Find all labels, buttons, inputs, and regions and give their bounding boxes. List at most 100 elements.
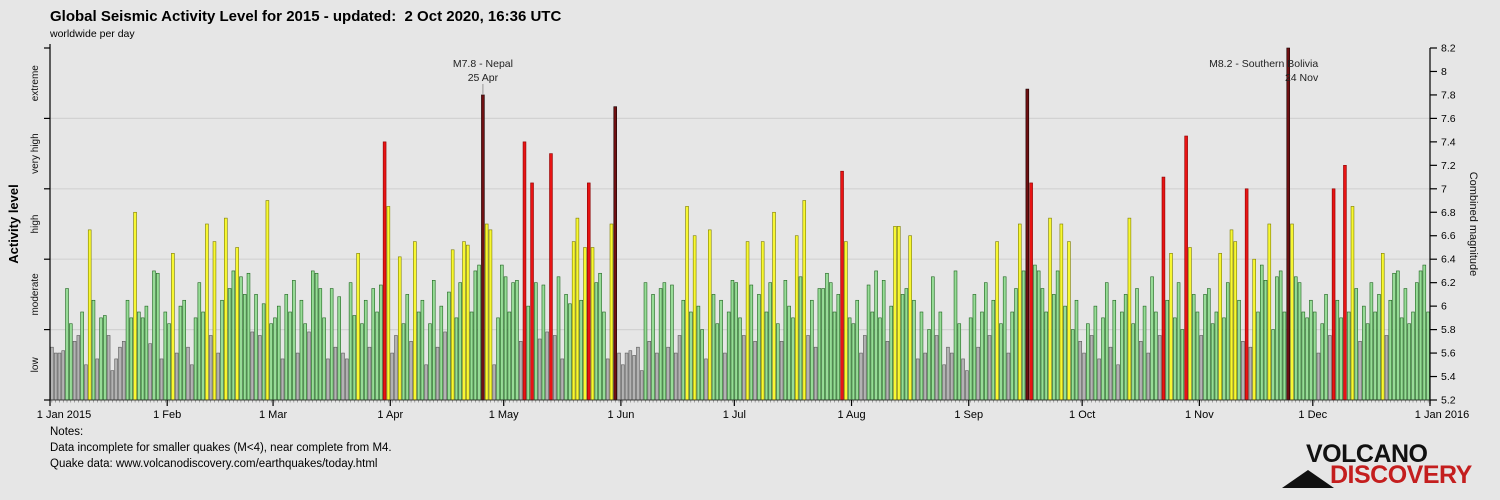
day-bar-very-high	[1161, 176, 1166, 401]
day-bar-low	[1328, 335, 1332, 401]
day-bar-moderate	[65, 288, 69, 401]
day-bar-high	[1127, 217, 1132, 401]
day-bar-low	[704, 358, 708, 401]
day-bar-moderate	[1052, 294, 1056, 401]
day-bar-moderate	[1335, 299, 1340, 401]
day-bar-moderate	[874, 270, 878, 401]
day-bar-low	[492, 364, 496, 401]
day-bar-moderate	[193, 317, 198, 401]
activity-level-tick-label: moderate	[30, 273, 41, 316]
day-bar-moderate	[352, 315, 357, 401]
day-bar-low	[552, 335, 557, 401]
magnitude-tick-label: 7.6	[1441, 113, 1456, 125]
day-bar-low	[806, 335, 810, 401]
month-tick-label: 1 Jul	[723, 409, 746, 421]
day-bar-very-high	[1184, 135, 1188, 401]
day-bar-moderate	[730, 280, 735, 401]
day-bar-moderate	[534, 282, 538, 401]
day-bar-moderate	[1014, 288, 1018, 401]
day-bar-moderate	[734, 282, 738, 401]
day-bar-moderate	[1180, 329, 1185, 401]
day-bar-moderate	[1301, 311, 1306, 401]
day-bar-high	[462, 241, 466, 401]
day-bar-low	[723, 352, 727, 401]
day-bar-very-high	[382, 141, 387, 401]
day-bar-moderate	[1312, 311, 1317, 401]
day-bar-moderate	[1203, 294, 1207, 401]
day-bar-moderate	[1033, 264, 1037, 401]
day-bar-low	[942, 364, 946, 401]
day-bar-high	[1018, 223, 1022, 401]
day-bar-moderate	[477, 264, 481, 401]
day-bar-high	[571, 241, 576, 401]
day-bar-moderate	[912, 299, 916, 401]
day-bar-low	[545, 331, 549, 401]
month-tick-label: 1 Jun	[607, 409, 634, 421]
day-bar-low	[333, 346, 338, 401]
day-bar-high	[1290, 223, 1294, 401]
day-bar-low	[621, 364, 625, 401]
magnitude-tick-label: 7.2	[1441, 160, 1456, 172]
day-bar-low	[326, 358, 330, 401]
day-bar-moderate	[1123, 294, 1128, 401]
day-bar-high	[1188, 247, 1192, 401]
day-bar-high	[1380, 253, 1385, 401]
day-bar-high	[1252, 258, 1256, 401]
day-bar-low	[258, 335, 262, 401]
day-bar-very-high	[549, 153, 553, 401]
day-bar-moderate	[1036, 270, 1041, 401]
day-bar-high	[1067, 241, 1071, 401]
day-bar-moderate	[405, 294, 410, 401]
day-bar-moderate	[866, 284, 871, 401]
day-bar-low	[779, 341, 784, 401]
magnitude-tick-label: 5.8	[1441, 324, 1456, 336]
day-bar-moderate	[1173, 317, 1177, 401]
day-bar-high	[609, 223, 614, 401]
day-bar-moderate	[1260, 264, 1264, 401]
day-bar-low	[666, 346, 670, 401]
day-bar-moderate	[889, 305, 893, 401]
day-bar-low	[1082, 352, 1086, 401]
volcanodiscovery-logo: VOLCANO DISCOVERY	[1280, 440, 1495, 492]
day-bar-moderate	[1135, 288, 1139, 401]
day-bar-moderate	[1010, 311, 1014, 401]
magnitude-tick-label: 6.2	[1441, 277, 1456, 289]
magnitude-tick-label: 7.8	[1441, 89, 1456, 101]
day-bar-moderate	[847, 317, 852, 401]
day-bar-low	[987, 335, 992, 401]
day-bar-low	[50, 346, 54, 401]
day-bar-low	[647, 341, 652, 401]
day-bar-moderate	[1055, 270, 1060, 401]
day-bar-low	[946, 346, 950, 401]
day-bar-moderate	[1282, 311, 1287, 401]
day-bar-low	[923, 352, 928, 401]
day-bar-low	[1006, 352, 1011, 401]
day-bar-low	[216, 352, 221, 401]
day-bar-moderate	[870, 311, 875, 401]
day-bar-moderate	[787, 305, 791, 401]
day-bar-moderate	[764, 311, 769, 401]
month-tick-label: 1 Jan 2015	[37, 409, 91, 421]
day-bar-moderate	[738, 317, 742, 401]
day-bar-high	[707, 229, 712, 401]
day-bar-moderate	[178, 305, 183, 401]
day-bar-high	[1229, 229, 1234, 401]
day-bar-moderate	[881, 280, 886, 401]
day-bar-moderate	[726, 311, 731, 401]
notes-line-data-completeness: Data incomplete for smaller quakes (M<4)…	[50, 442, 392, 454]
day-bar-moderate	[526, 305, 531, 401]
day-bar-moderate	[69, 323, 73, 401]
day-bar-moderate	[91, 299, 96, 401]
day-bar-moderate	[458, 282, 462, 401]
day-bar-moderate	[220, 299, 224, 401]
day-bar-moderate	[1407, 323, 1411, 401]
day-bar-low	[208, 335, 213, 401]
day-bar-low	[673, 352, 678, 401]
day-bar-moderate	[503, 276, 508, 401]
day-bar-moderate	[700, 329, 704, 401]
day-bar-moderate	[564, 294, 568, 401]
day-bar-low	[1146, 352, 1151, 401]
day-bar-high	[760, 241, 765, 401]
